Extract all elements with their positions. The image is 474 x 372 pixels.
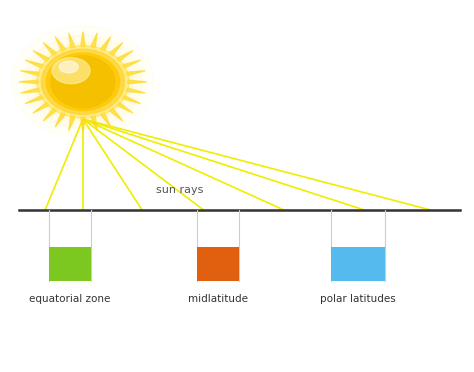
Polygon shape [25,96,44,104]
Polygon shape [126,88,146,93]
Ellipse shape [36,45,129,118]
Bar [197,247,239,281]
Polygon shape [122,60,141,68]
Ellipse shape [40,48,126,115]
Ellipse shape [50,56,116,108]
Polygon shape [81,117,85,132]
Ellipse shape [46,53,119,110]
Polygon shape [109,108,123,121]
Polygon shape [117,102,133,113]
Polygon shape [91,33,97,48]
Polygon shape [126,71,146,76]
Ellipse shape [52,58,90,84]
Ellipse shape [24,35,142,128]
Polygon shape [20,71,40,76]
Text: sun rays: sun rays [156,185,204,195]
Polygon shape [91,116,97,131]
Polygon shape [69,33,75,48]
Polygon shape [20,88,40,93]
Ellipse shape [41,49,124,114]
Polygon shape [19,80,38,84]
Bar [49,247,91,281]
Polygon shape [100,36,111,51]
Polygon shape [43,108,57,121]
Text: polar latitudes: polar latitudes [320,294,396,304]
Bar [331,247,385,281]
Polygon shape [100,113,111,127]
Polygon shape [43,42,57,55]
Polygon shape [33,102,49,113]
Polygon shape [81,32,85,46]
Polygon shape [55,113,65,127]
Text: equatorial zone: equatorial zone [29,294,111,304]
Polygon shape [117,51,133,61]
Polygon shape [25,60,44,68]
Ellipse shape [33,43,133,121]
Ellipse shape [51,56,115,108]
Polygon shape [122,96,141,104]
Polygon shape [128,80,147,84]
Polygon shape [33,51,49,61]
Text: midlatitude: midlatitude [188,294,248,304]
Ellipse shape [59,61,78,73]
Polygon shape [69,116,75,131]
Polygon shape [55,36,65,51]
Polygon shape [109,42,123,55]
